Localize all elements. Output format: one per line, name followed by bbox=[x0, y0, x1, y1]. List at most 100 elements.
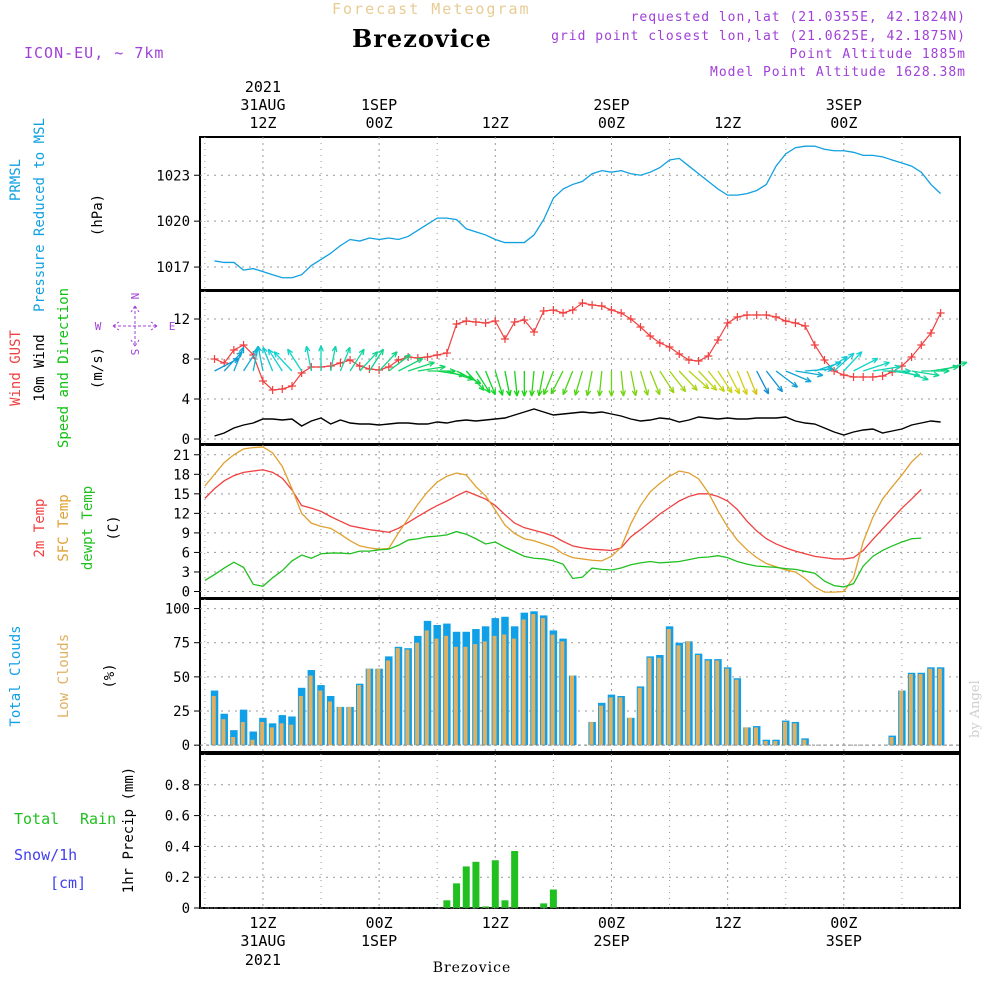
low-cloud-bar bbox=[560, 641, 565, 746]
low-cloud-bar bbox=[628, 717, 633, 746]
gust-point bbox=[365, 365, 374, 373]
low-cloud-bar bbox=[492, 635, 497, 746]
gust-point bbox=[346, 356, 355, 364]
arrow-head bbox=[631, 389, 638, 397]
gust-point bbox=[733, 313, 742, 321]
gust-point bbox=[617, 309, 626, 317]
arrow-head bbox=[718, 385, 725, 393]
gust-point bbox=[423, 353, 432, 361]
gust-point bbox=[878, 372, 887, 380]
low-cloud-bar bbox=[240, 721, 245, 746]
low-cloud-bar bbox=[637, 687, 642, 746]
wind-direction-arrow bbox=[223, 351, 243, 372]
pressure-unit: (hPa) bbox=[90, 194, 106, 236]
wind-direction-arrow bbox=[465, 370, 485, 391]
arrow-head bbox=[543, 388, 549, 396]
arrow-head bbox=[817, 371, 824, 378]
gust-point bbox=[762, 311, 771, 319]
low-cloud-bar bbox=[918, 674, 923, 746]
gust-point bbox=[500, 335, 509, 343]
total-cloud-bar bbox=[249, 731, 257, 746]
arrow-head bbox=[358, 348, 365, 356]
gust-point bbox=[772, 313, 781, 321]
ytick-label: 15 bbox=[173, 487, 190, 503]
bottom-axis-hour: 12Z bbox=[249, 914, 276, 932]
gust-point bbox=[549, 306, 558, 314]
ytick-label: 1020 bbox=[156, 214, 190, 230]
wind-direction-arrow bbox=[359, 351, 379, 372]
gust-point bbox=[868, 373, 877, 381]
wind-direction-arrow bbox=[901, 370, 929, 381]
direction-label: Speed and Direction bbox=[56, 288, 72, 448]
wind-direction-arrow bbox=[620, 370, 625, 397]
wind-direction-arrow bbox=[775, 370, 798, 388]
wind-direction-arrow bbox=[659, 370, 675, 394]
arrow-head bbox=[521, 390, 528, 397]
bottom-axis-hour: 00Z bbox=[366, 914, 393, 932]
arrow-head bbox=[536, 389, 543, 397]
low-cloud-bar bbox=[511, 638, 516, 746]
low-cloud-bar bbox=[908, 674, 913, 746]
low-cloud-bar bbox=[744, 727, 749, 746]
gust-point bbox=[665, 343, 674, 351]
wind-speed-line bbox=[214, 408, 941, 437]
gust-point bbox=[210, 355, 219, 363]
wind-direction-arrow bbox=[388, 354, 411, 372]
wind-direction-arrow bbox=[305, 346, 312, 372]
arrow-head bbox=[680, 385, 687, 393]
low-cloud-bar bbox=[260, 721, 265, 746]
gust-point bbox=[694, 357, 703, 365]
top-axis-hour: 00Z bbox=[830, 114, 857, 132]
wind-direction-arrow bbox=[824, 355, 848, 372]
top-axis-hour: 00Z bbox=[366, 114, 393, 132]
ytick-label: 75 bbox=[173, 636, 190, 652]
low-cloud-bar bbox=[211, 695, 216, 746]
wind-direction-arrow bbox=[833, 352, 855, 372]
compass-rose bbox=[112, 305, 158, 347]
wind-direction-arrow bbox=[574, 370, 584, 396]
rain-bar bbox=[472, 861, 480, 908]
arrow-head bbox=[304, 345, 311, 353]
arrow-head bbox=[691, 384, 698, 391]
bottom-axis-day: 1SEP bbox=[361, 932, 397, 950]
arrow-head bbox=[883, 361, 890, 367]
wind-direction-arrow bbox=[843, 351, 863, 372]
low-cloud-bar bbox=[337, 706, 342, 746]
wind-direction-arrow bbox=[930, 365, 959, 372]
arrow-head bbox=[596, 390, 603, 397]
footer-location: Brezovice bbox=[433, 960, 512, 976]
low-cloud-bar bbox=[705, 660, 710, 746]
wind-direction-arrow bbox=[339, 347, 351, 372]
wind-direction-arrow bbox=[756, 370, 770, 395]
model-label: ICON-EU, ~ 7km bbox=[24, 44, 165, 62]
wind-direction-arrow bbox=[736, 370, 748, 395]
wind-direction-arrow bbox=[717, 370, 733, 394]
wind-direction-arrow bbox=[267, 348, 283, 372]
ytick-label: 18 bbox=[173, 467, 190, 483]
low-cloud-bar bbox=[792, 723, 797, 746]
wind-direction-arrow bbox=[378, 351, 398, 372]
gust-point bbox=[917, 341, 926, 349]
compass-south: S bbox=[128, 349, 141, 356]
top-axis-day: 31AUG bbox=[240, 96, 285, 114]
low-cloud-bar bbox=[937, 668, 942, 746]
arrow-head bbox=[763, 387, 770, 395]
gust-point bbox=[859, 373, 868, 381]
arrow-head bbox=[331, 345, 338, 353]
wind-direction-arrow bbox=[746, 370, 758, 395]
gust-point bbox=[849, 373, 858, 381]
arrow-head bbox=[484, 386, 491, 394]
ytick-label: 0.6 bbox=[165, 809, 190, 825]
gust-point bbox=[839, 371, 848, 379]
wind-label: 10m Wind bbox=[32, 334, 48, 401]
arrow-head bbox=[573, 389, 580, 396]
ytick-label: 8 bbox=[182, 352, 190, 368]
low-cloud-bar bbox=[608, 697, 613, 746]
ytick-label: 0 bbox=[182, 432, 190, 448]
clouds-unit: (%) bbox=[102, 663, 118, 688]
low-cloud-bar bbox=[802, 739, 807, 746]
precip-unit: 1hr Precip (mm) bbox=[121, 767, 137, 893]
gust-label: Wind GUST bbox=[8, 330, 24, 406]
arrow-head bbox=[960, 361, 968, 367]
low-cloud-bar bbox=[695, 655, 700, 746]
